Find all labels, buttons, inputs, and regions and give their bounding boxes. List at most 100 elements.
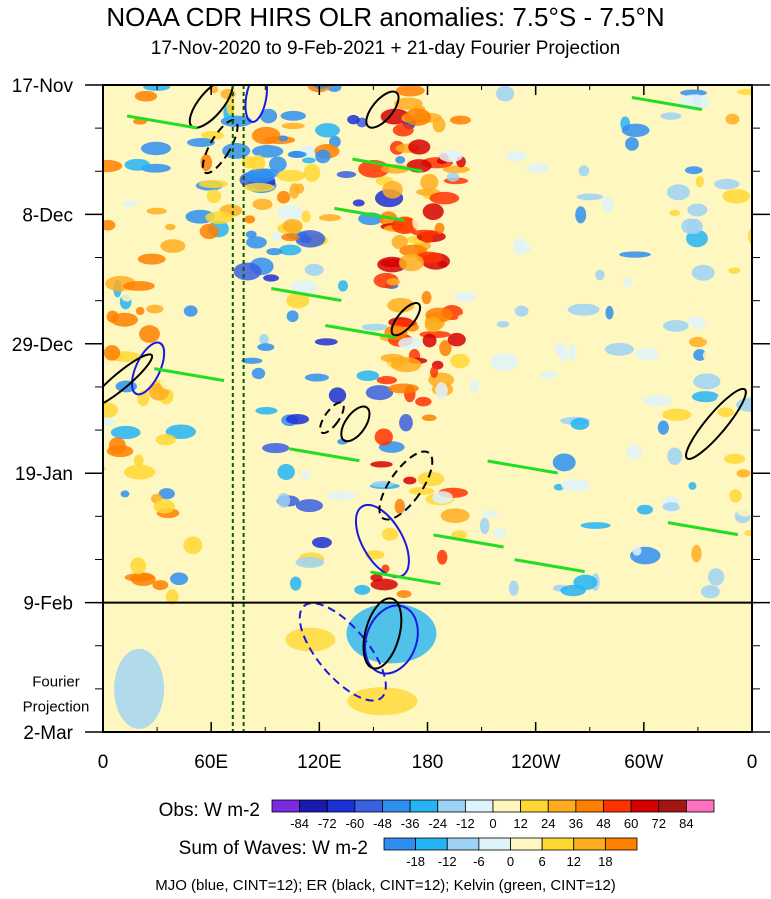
anomaly-patch <box>693 373 721 390</box>
anomaly-patch <box>469 379 480 394</box>
anomaly-patch <box>308 62 328 79</box>
anomaly-patch <box>539 371 558 379</box>
anomaly-patch <box>488 303 499 314</box>
anomaly-patch <box>233 262 262 281</box>
mjo-contour <box>244 85 268 124</box>
anomaly-patch <box>605 305 614 320</box>
anomaly-patch <box>724 133 746 142</box>
anomaly-patch <box>610 541 636 548</box>
anomaly-patch <box>557 51 585 57</box>
obs-colorbar-tick-label: 0 <box>489 816 496 831</box>
x-tick-label: 180 <box>412 752 444 773</box>
anomaly-patch <box>610 171 638 188</box>
anomaly-patch <box>412 216 421 230</box>
anomaly-patch <box>555 341 565 357</box>
anomaly-patch <box>660 112 682 120</box>
anomaly-patch <box>435 382 448 400</box>
anomaly-patch <box>675 12 694 18</box>
anomaly-patch <box>736 504 752 517</box>
anomaly-patch <box>278 244 302 256</box>
anomaly-patch <box>741 376 752 384</box>
anomaly-patch <box>677 495 692 510</box>
anomaly-patch <box>59 171 78 178</box>
anomaly-patch <box>90 20 122 28</box>
mjo-contour <box>298 602 387 702</box>
anomaly-patch <box>250 154 266 172</box>
obs-colorbar-swatch <box>382 799 411 813</box>
kelvin-contour <box>631 96 703 111</box>
wave-colorbar-tick-label: 6 <box>539 854 546 869</box>
anomaly-patch <box>374 428 393 446</box>
anomaly-patch <box>139 325 160 343</box>
anomaly-patch <box>621 123 650 138</box>
wave-colorbar-tick-label: -18 <box>406 854 425 869</box>
anomaly-patch <box>250 168 281 179</box>
anomaly-patch <box>424 316 442 333</box>
anomaly-patch <box>281 122 305 130</box>
anomaly-patch <box>584 151 616 164</box>
anomaly-patch <box>347 114 360 125</box>
anomaly-patch <box>404 108 431 126</box>
anomaly-patch <box>437 549 448 565</box>
wave-colorbar-swatch <box>604 837 638 851</box>
anomaly-patch <box>285 414 310 425</box>
anomaly-patch <box>495 85 515 102</box>
anomaly-patch <box>463 401 475 413</box>
anomaly-patch <box>262 443 290 454</box>
mjo-contour <box>354 503 410 579</box>
anomaly-patch <box>516 245 532 254</box>
kelvin-contour <box>370 570 441 586</box>
anomaly-patch <box>395 85 425 97</box>
anomaly-patch <box>538 148 568 155</box>
anomaly-patch <box>155 26 167 42</box>
anomaly-patch <box>496 320 510 328</box>
obs-colorbar-tick-label: 84 <box>679 816 693 831</box>
anomaly-patch <box>251 144 284 158</box>
anomaly-patch <box>729 489 742 503</box>
projection-label: Projection <box>23 699 90 716</box>
anomaly-patch <box>386 278 401 286</box>
obs-colorbar-tick-label: -48 <box>373 816 392 831</box>
anomaly-patch <box>429 191 460 205</box>
anomaly-patch <box>693 349 707 361</box>
anomaly-patch <box>420 173 439 191</box>
anomaly-patch <box>399 414 413 432</box>
wave-colorbar-swatch <box>541 837 575 851</box>
obs-colorbar-tick-label: -12 <box>456 816 475 831</box>
olr-anomaly-field <box>59 0 752 729</box>
anomaly-patch <box>108 0 128 6</box>
anomaly-patch <box>702 347 726 364</box>
kelvin-contour <box>153 367 225 383</box>
anomaly-patch <box>146 304 164 314</box>
anomaly-patch <box>314 338 338 346</box>
anomaly-patch <box>164 223 176 231</box>
anomaly-patch <box>352 199 365 207</box>
anomaly-patch <box>700 585 720 599</box>
obs-colorbar-swatch <box>464 799 494 813</box>
anomaly-patch <box>449 115 471 125</box>
anomaly-patch <box>261 63 275 74</box>
anomaly-patch <box>280 110 306 121</box>
anomaly-patch <box>737 88 752 96</box>
anomaly-patch <box>160 268 170 277</box>
anomaly-patch <box>724 453 746 465</box>
anomaly-patch <box>625 137 639 151</box>
obs-colorbar-swatch <box>354 799 383 813</box>
anomaly-patch <box>337 280 349 292</box>
anomaly-patch <box>578 165 590 177</box>
anomaly-patch <box>272 49 282 66</box>
anomaly-patch <box>666 184 690 201</box>
anomaly-patch <box>170 572 189 586</box>
contour-legend-text: MJO (blue, CINT=12); ER (black, CINT=12)… <box>155 877 616 894</box>
kelvin-contour <box>334 206 405 222</box>
anomaly-patch <box>245 230 257 239</box>
anomaly-patch <box>689 336 707 348</box>
anomaly-patch <box>303 163 321 182</box>
anomaly-patch <box>512 440 528 454</box>
anomaly-patch <box>490 353 519 371</box>
anomaly-patch <box>575 206 587 224</box>
x-tick-label: 120E <box>297 752 341 773</box>
er-contour <box>685 387 747 460</box>
anomaly-patch <box>661 293 691 308</box>
anomaly-patch <box>403 476 417 485</box>
